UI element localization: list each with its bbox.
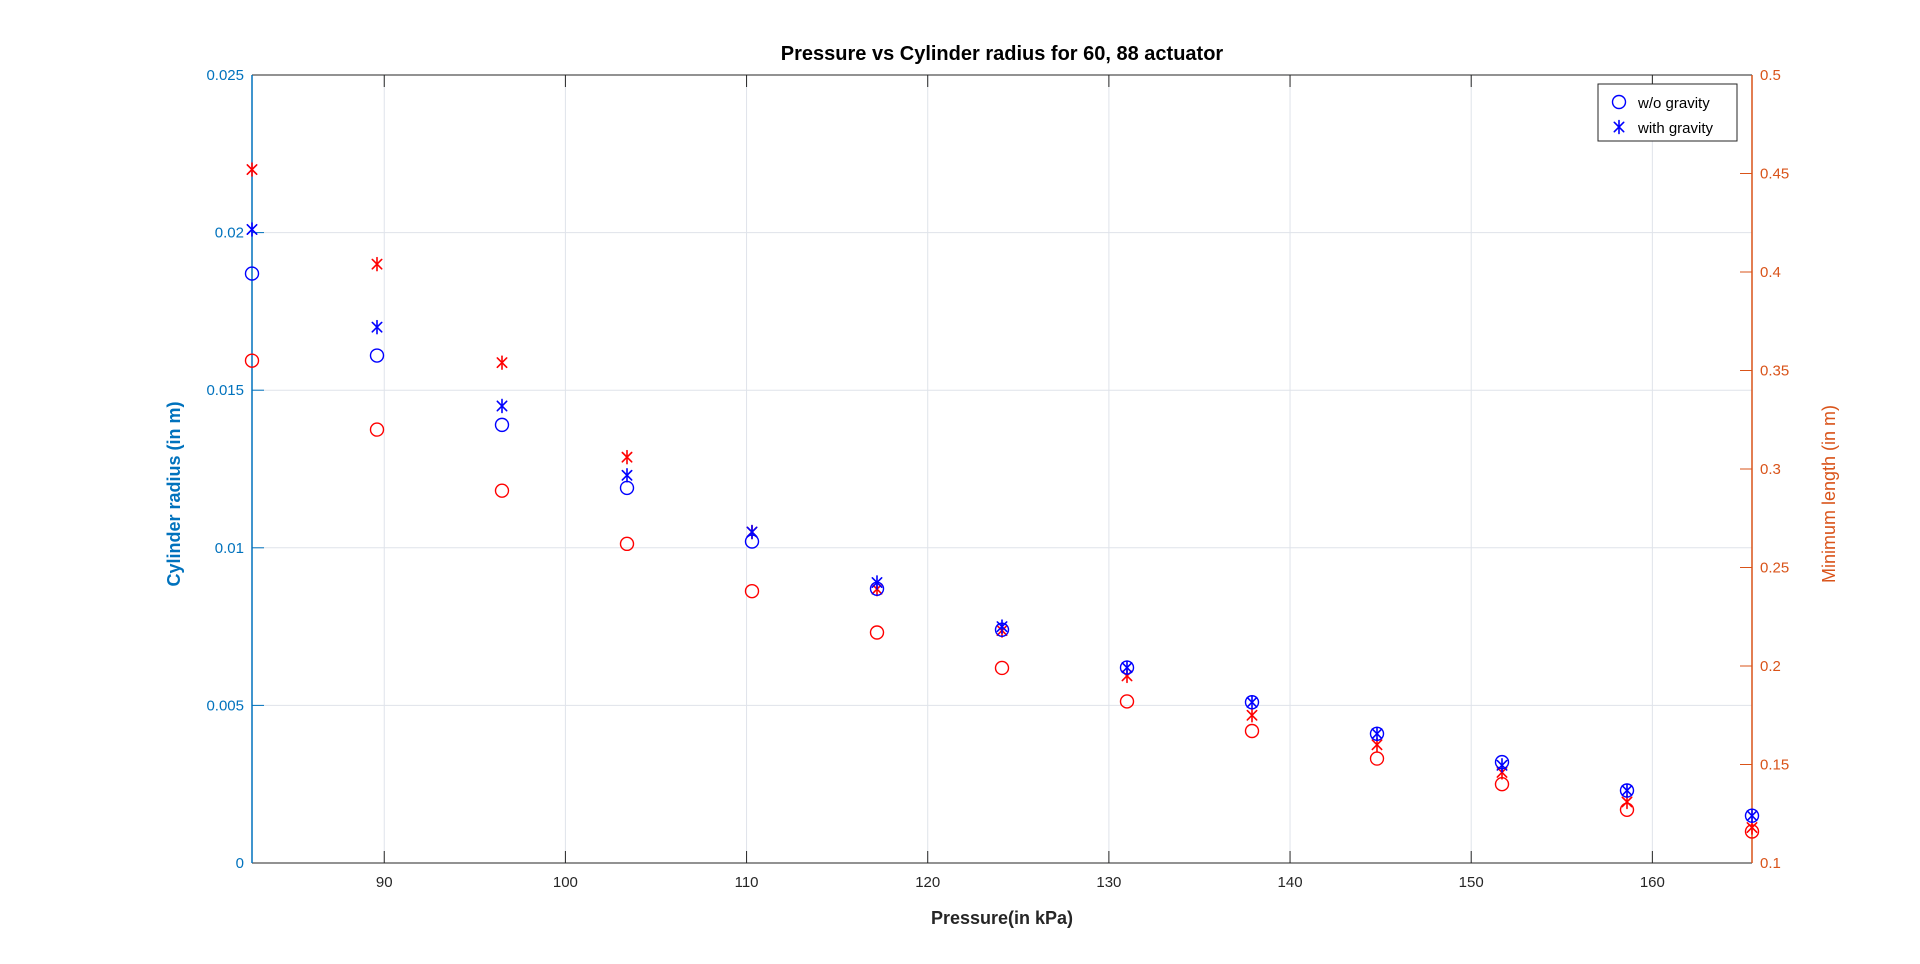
blue-asterisk-point [746,524,758,540]
y-axis-label-left: Cylinder radius (in m) [164,401,184,586]
red-asterisk-point [246,162,258,177]
x-tick-label: 110 [735,874,759,891]
red-circle-point [994,660,1010,676]
y-left-tick-label: 0.015 [206,382,244,399]
blue-asterisk-point [1121,660,1133,675]
chart-title: Pressure vs Cylinder radius for 60, 88 a… [781,43,1224,65]
legend-label-wo-gravity: w/o gravity [1637,95,1710,112]
red-circle-point [869,625,885,640]
red-circle-point [369,422,385,437]
blue-asterisk-point [1371,726,1383,742]
red-asterisk-point [1746,820,1758,835]
legend-marker-circle [1611,94,1627,110]
blue-asterisk-point [371,319,383,335]
y-left-tick-label: 0 [236,855,244,872]
blue-asterisk-point [621,468,633,483]
data-marks [244,162,1760,839]
y-right-tick-label: 0.15 [1760,757,1789,774]
x-tick-label: 120 [915,874,940,891]
x-tick-label: 140 [1278,874,1303,891]
plot-area [252,75,1752,863]
legend-label-with-gravity: with gravity [1637,120,1714,137]
red-circle-point [1244,723,1260,739]
legend: w/o gravity with gravity [1597,83,1738,142]
legend-box [1597,83,1738,142]
y-right-tick-label: 0.4 [1760,264,1781,281]
red-circle-point [744,583,760,599]
red-circle-point [494,483,510,498]
y-right-tick-label: 0.2 [1760,658,1781,675]
red-circle-point [619,536,635,552]
x-tick-label: 90 [376,874,393,891]
legend-circle-icon [1611,94,1627,110]
red-circle-point [244,353,260,368]
y-right-tick-label: 0.1 [1760,855,1781,872]
legend-marker-asterisk [1613,119,1625,135]
x-axis-label: Pressure(in kPa) [931,908,1073,928]
blue-asterisk-point [996,619,1008,634]
y-right-tick-label: 0.3 [1760,461,1781,478]
grid [252,75,1752,863]
y-axis-label-right: Minimum length (in m) [1819,405,1839,583]
x-tick-label: 160 [1640,874,1665,891]
red-asterisk-point [1246,707,1258,723]
red-circle-point [1119,694,1135,709]
axes: 90 100 110 120 130 140 150 160 0 0.005 0.01 0.015 0.… [206,67,1789,891]
x-tick-label: 130 [1096,874,1121,891]
x-tick-label: 150 [1459,874,1484,891]
y-right-tick-label: 0.45 [1760,166,1789,183]
y-right-tick-label: 0.35 [1760,363,1789,380]
red-asterisk-point [621,449,633,465]
y-left-tick-label: 0.02 [215,225,244,242]
blue-circle-point [369,348,385,363]
y-left-tick-label: 0.025 [206,67,244,84]
red-asterisk-point [496,355,508,370]
blue-asterisk-point [1746,808,1758,824]
blue-asterisk-point [871,575,883,590]
y-left-tick-label: 0.01 [215,540,244,557]
blue-asterisk-point [246,222,258,237]
red-asterisk-point [371,256,383,272]
blue-asterisk-point [496,398,508,414]
legend-asterisk-icon [1613,119,1625,135]
blue-circle-point [494,417,510,433]
blue-asterisk-point [1246,694,1258,710]
blue-circle-point [244,266,260,281]
x-tick-label: 100 [553,874,578,891]
blue-asterisk-point [1621,783,1633,798]
blue-asterisk-point [1496,757,1508,773]
y-right-tick-label: 0.5 [1760,67,1781,84]
y-right-tick-label: 0.25 [1760,560,1789,577]
y-left-tick-label: 0.005 [206,697,244,714]
